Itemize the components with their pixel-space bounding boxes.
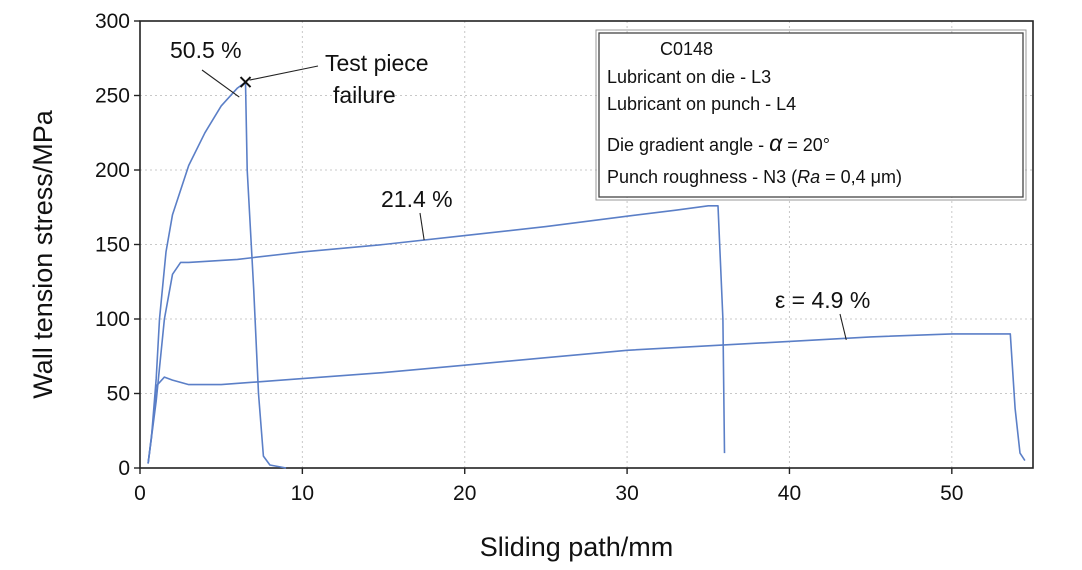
x-tick-label: 30 bbox=[615, 482, 638, 505]
failure-marker bbox=[239, 76, 252, 88]
y-axis-title: Wall tension stress/MPa bbox=[28, 109, 58, 399]
y-tick-label: 250 bbox=[95, 85, 130, 108]
annotation-4-9: ε = 4.9 % bbox=[775, 287, 870, 313]
x-tick-label: 0 bbox=[134, 482, 146, 505]
annotation-21-4: 21.4 % bbox=[381, 186, 453, 212]
x-tick-label: 40 bbox=[778, 482, 801, 505]
annotation-leader bbox=[839, 313, 847, 340]
series-line-3 bbox=[147, 333, 1026, 464]
legend-item-5: Punch roughness - N3 (Ra = 0,4 μm) bbox=[607, 167, 902, 187]
legend-item-1: C0148 bbox=[660, 39, 713, 59]
legend-item-3: Lubricant on punch - L4 bbox=[607, 94, 796, 114]
x-tick-label: 10 bbox=[291, 482, 314, 505]
legend-item-2: Lubricant on die - L3 bbox=[607, 67, 771, 87]
y-tick-label: 200 bbox=[95, 159, 130, 182]
series-line-1 bbox=[147, 81, 287, 469]
legend-box-outer bbox=[595, 29, 1027, 201]
annotation-leader bbox=[419, 212, 425, 241]
legend-box bbox=[598, 32, 1024, 198]
annotation-test-piece-failure: Test piece failure bbox=[325, 50, 429, 108]
y-tick-label: 150 bbox=[95, 234, 130, 257]
x-axis-title: Sliding path/mm bbox=[480, 532, 674, 562]
annotation-leader bbox=[201, 69, 240, 98]
series-line-2 bbox=[147, 205, 726, 464]
y-tick-label: 100 bbox=[95, 308, 130, 331]
y-tick-label: 50 bbox=[107, 383, 130, 406]
x-tick-label: 50 bbox=[940, 482, 963, 505]
y-tick-label: 300 bbox=[95, 10, 130, 33]
x-tick-label: 20 bbox=[453, 482, 476, 505]
annotation-50-5: 50.5 % bbox=[170, 37, 242, 63]
y-tick-label: 0 bbox=[118, 457, 130, 480]
annotation-leader bbox=[249, 65, 319, 81]
legend-item-4: Die gradient angle - α = 20° bbox=[607, 130, 830, 156]
